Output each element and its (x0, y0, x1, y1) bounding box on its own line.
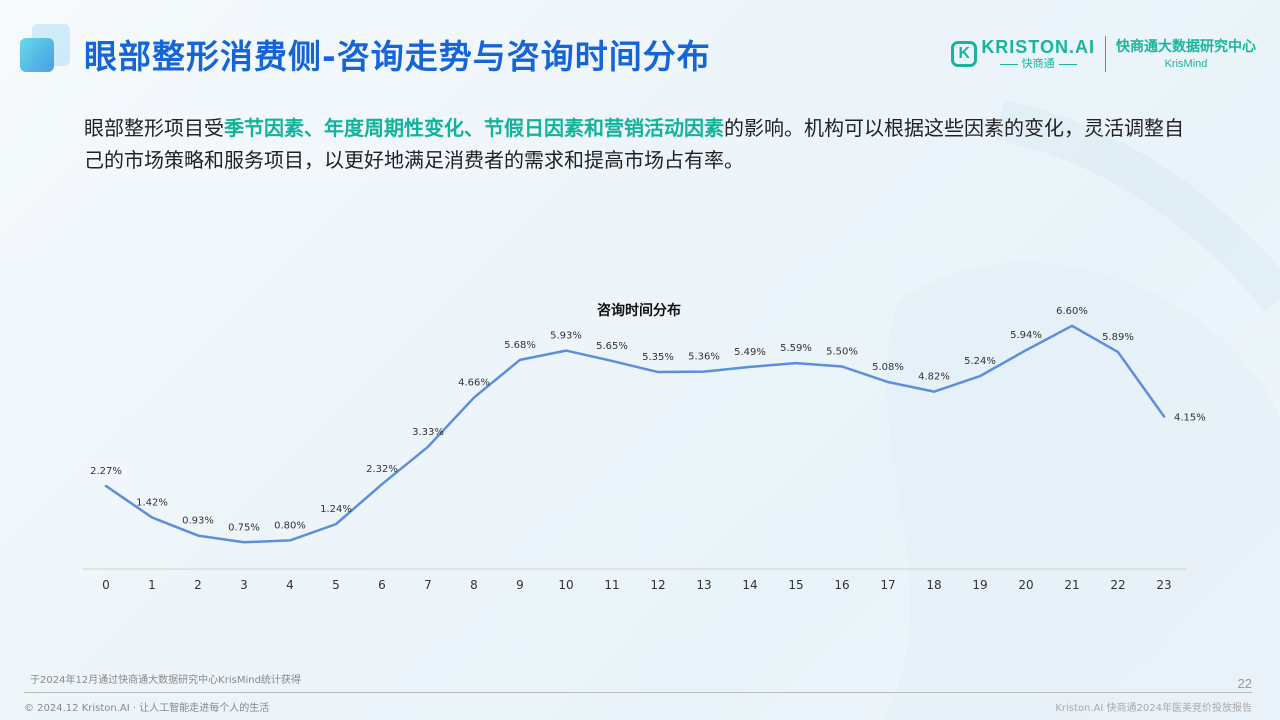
x-tick-label: 4 (286, 578, 294, 592)
x-tick-label: 5 (332, 578, 340, 592)
x-tick-label: 23 (1156, 578, 1171, 592)
x-tick-label: 3 (240, 578, 248, 592)
data-label: 4.15% (1174, 412, 1206, 423)
x-tick-label: 16 (834, 578, 849, 592)
x-tick-label: 11 (604, 578, 619, 592)
data-label: 0.93% (182, 516, 214, 527)
brand-name: KRISTON.AI (981, 37, 1095, 57)
data-label: 4.66% (458, 378, 490, 389)
x-tick-label: 9 (516, 578, 524, 592)
x-tick-label: 19 (972, 578, 987, 592)
data-label: 4.82% (918, 372, 950, 383)
data-label: 5.24% (964, 356, 996, 367)
brand-k-icon: K (951, 41, 978, 67)
footer-report: Kriston.AI 快商通2024年医美竞价投放报告 (1055, 703, 1252, 714)
source-note: 于2024年12月通过快商通大数据研究中心KrisMind统计获得 (30, 675, 301, 686)
intro-highlight: 季节因素、年度周期性变化、节假日因素和营销活动因素 (224, 116, 724, 140)
x-tick-label: 21 (1064, 578, 1079, 592)
data-label: 5.94% (1010, 330, 1042, 341)
brand-org: 快商通大数据研究中心 (1116, 39, 1256, 55)
page-number: 22 (1237, 676, 1252, 691)
x-tick-label: 2 (194, 578, 202, 592)
data-label: 6.60% (1056, 306, 1088, 317)
page-title: 眼部整形消费侧-咨询走势与咨询时间分布 (84, 37, 711, 76)
intro-paragraph: 眼部整形项目受季节因素、年度周期性变化、节假日因素和营销活动因素的影响。机构可以… (84, 112, 1194, 176)
x-tick-label: 22 (1110, 578, 1125, 592)
brand-logo: K KRISTON.AI 快商通 快商通大数据研究中心 KrisMind (951, 34, 1256, 74)
data-label: 3.33% (412, 427, 444, 438)
data-label: 5.65% (596, 341, 628, 352)
brand-org-sub: KrisMind (1164, 58, 1208, 70)
footer-divider (24, 692, 1252, 693)
x-tick-label: 8 (470, 578, 478, 592)
intro-part1: 眼部整形项目受 (84, 116, 224, 140)
x-tick-label: 0 (102, 578, 110, 592)
data-label: 5.89% (1102, 332, 1134, 343)
data-label: 5.50% (826, 347, 858, 358)
x-tick-label: 13 (696, 578, 711, 592)
footer-copyright: © 2024.12 Kriston.AI · 让人工智能走进每个人的生活 (24, 703, 270, 714)
data-label: 5.35% (642, 352, 674, 363)
x-tick-label: 6 (378, 578, 386, 592)
data-label: 2.27% (90, 466, 122, 477)
x-tick-label: 15 (788, 578, 803, 592)
data-label: 5.68% (504, 340, 536, 351)
data-label: 5.59% (780, 343, 812, 354)
x-tick-label: 18 (926, 578, 941, 592)
x-tick-label: 12 (650, 578, 665, 592)
x-tick-label: 7 (424, 578, 432, 592)
x-tick-label: 20 (1018, 578, 1033, 592)
line-chart: 咨询时间分布 0 1 2 3 4 5 6 7 8 9 10 11 12 13 14 15 16 17 18 19 20 2… (83, 302, 1206, 592)
x-tick-label: 1 (148, 578, 156, 592)
data-label: 5.36% (688, 352, 720, 363)
x-tick-label: 14 (742, 578, 757, 592)
chart-title: 咨询时间分布 (597, 302, 681, 319)
intro-part2: 的影响。机构可以根据这些因素的变化，灵活调整自己的市场策略和服务项目，以更好地满… (84, 116, 1184, 172)
data-label: 1.24% (320, 504, 352, 515)
brand-sub: 快商通 (1021, 57, 1055, 70)
header-cube-icon (20, 24, 70, 72)
series-line (104, 324, 1166, 544)
data-label: 0.75% (228, 522, 260, 533)
data-label: 0.80% (274, 520, 306, 531)
data-label: 5.49% (734, 347, 766, 358)
brand-divider (1105, 36, 1106, 72)
data-label: 5.08% (872, 362, 904, 373)
x-tick-label: 10 (558, 578, 573, 592)
data-label: 2.32% (366, 464, 398, 475)
data-label: 5.93% (550, 331, 582, 342)
data-label: 1.42% (136, 497, 168, 508)
x-tick-label: 17 (880, 578, 895, 592)
